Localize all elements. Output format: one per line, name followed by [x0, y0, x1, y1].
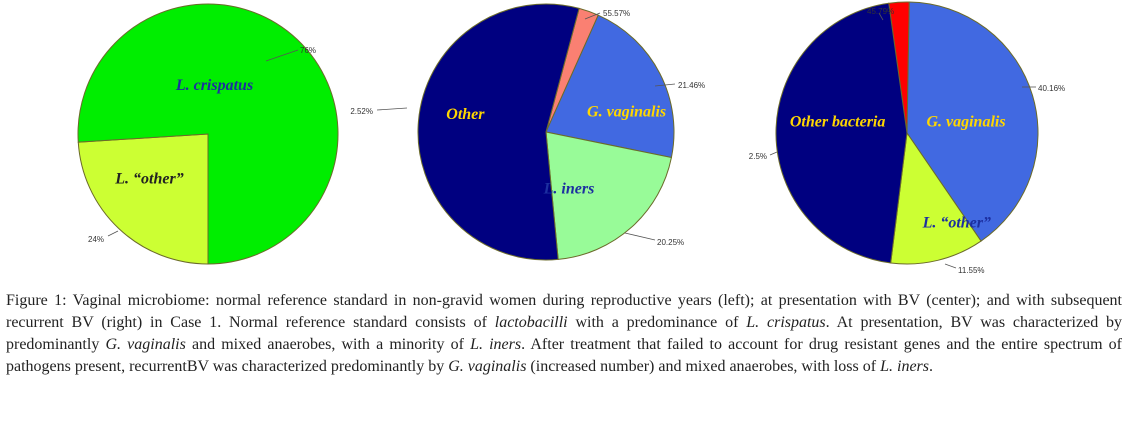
caption-text: and mixed anaerobes, with a minority of — [185, 336, 471, 353]
caption-text: . At presentation, BV was characterized … — [6, 314, 1123, 353]
leader-line — [376, 107, 408, 111]
leader-line — [654, 83, 676, 87]
pie-slice — [417, 3, 580, 261]
caption-text: . — [929, 358, 933, 375]
slice-percent-label: 76% — [300, 46, 316, 55]
leader-line — [584, 12, 601, 20]
slice-name-label: L. iners — [543, 180, 595, 197]
caption-italic: G. vaginalis — [105, 336, 186, 353]
caption-lead: Figure 1: — [6, 292, 67, 309]
slice-percent-label: 20.25% — [657, 238, 684, 247]
pie-chart-2: Other G. vaginalis L. iners 55.57% 2.52% 21.4… — [350, 3, 705, 261]
slice-name-label: L. “other” — [922, 214, 991, 231]
leader-line — [265, 49, 299, 62]
leader-line — [769, 151, 778, 156]
slice-percent-label: 2.5% — [749, 152, 767, 161]
pie-chart-3: Other bacteria G. vaginalis L. “other” 45.7… — [749, 1, 1065, 275]
slice-percent-label: 21.46% — [678, 81, 705, 90]
slice-percent-label: 2.52% — [350, 107, 373, 116]
caption-text: (increased number) and mixed anaerobes, … — [526, 358, 881, 375]
slice-percent-label: 11.55% — [958, 266, 985, 275]
caption-text: with a predominance of — [567, 314, 747, 331]
slice-name-label: Other bacteria — [790, 114, 886, 131]
caption-italic: lactobacilli — [494, 314, 568, 331]
pie-slice — [77, 133, 209, 265]
caption-text: Vaginal microbiome: normal reference sta… — [6, 292, 1123, 331]
leader-line — [624, 232, 656, 241]
slice-percent-label: 55.57% — [603, 9, 630, 18]
slice-name-label: G. vaginalis — [587, 104, 666, 121]
slice-percent-label: 40.16% — [1038, 84, 1065, 93]
leader-line — [878, 12, 884, 21]
figure-caption: Figure 1: Vaginal microbiome: normal ref… — [6, 290, 1122, 378]
pie-slice — [775, 2, 908, 264]
pie-slice — [77, 3, 339, 265]
caption-italic: L. crispatus — [746, 314, 826, 331]
slice-name-label: G. vaginalis — [926, 114, 1005, 131]
pie-slice — [545, 131, 673, 260]
slice-name-label: L. “other” — [114, 170, 183, 187]
leader-line — [107, 230, 119, 237]
leader-line — [944, 263, 957, 269]
slice-name-label: L. crispatus — [175, 77, 253, 94]
caption-italic: L. iners — [880, 358, 929, 375]
slice-percent-label: 45.79% — [867, 7, 894, 16]
caption-italic: G. vaginalis — [448, 358, 527, 375]
slice-percent-label: 24% — [88, 235, 104, 244]
caption-italic: L. iners — [470, 336, 522, 353]
pie-slice — [890, 131, 982, 265]
pie-chart-1: L. crispatus L. “other” 76% 24% — [77, 3, 339, 265]
pie-slice — [906, 1, 1039, 242]
pie-charts: L. crispatus L. “other” 76% 24% Other G. vagi… — [77, 1, 1065, 275]
caption-text: . After treatment that failed to account… — [6, 336, 1122, 375]
pie-slice — [545, 14, 675, 159]
slice-name-label: Other — [446, 106, 485, 123]
